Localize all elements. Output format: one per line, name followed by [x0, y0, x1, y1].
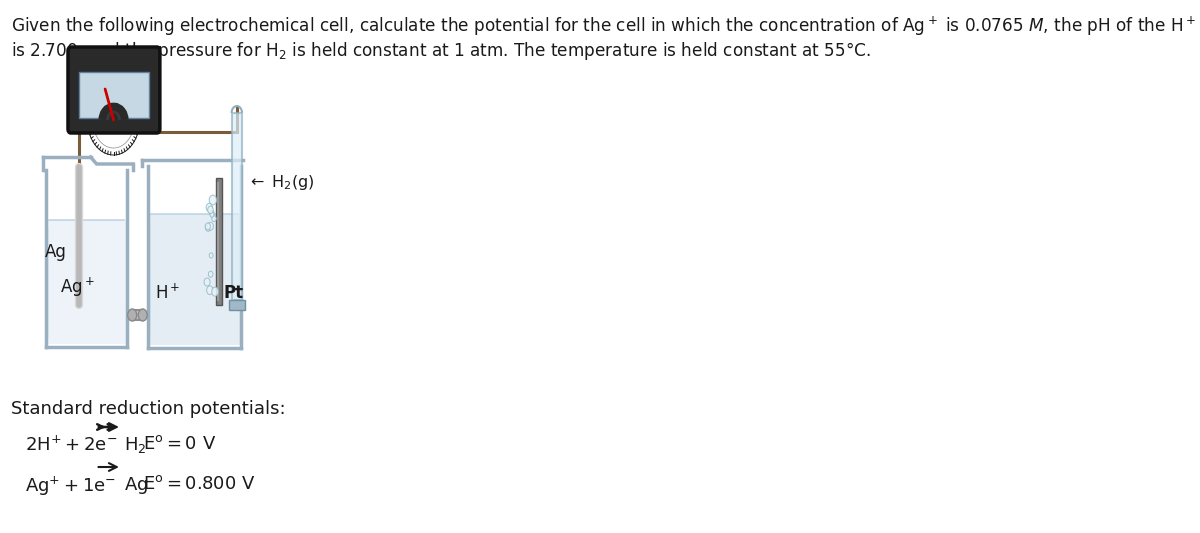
Text: is 2.700, and the pressure for H$_2$ is held constant at 1 atm. The temperature : is 2.700, and the pressure for H$_2$ is …	[11, 40, 871, 62]
Text: Given the following electrochemical cell, calculate the potential for the cell i: Given the following electrochemical cell…	[11, 15, 1200, 38]
Circle shape	[210, 210, 214, 216]
Circle shape	[205, 224, 211, 231]
Circle shape	[205, 223, 210, 230]
Text: Standard reduction potentials:: Standard reduction potentials:	[11, 400, 286, 418]
Circle shape	[206, 286, 214, 295]
Circle shape	[209, 271, 212, 277]
Circle shape	[210, 212, 214, 217]
Bar	[79, 72, 149, 118]
Text: Pt: Pt	[223, 284, 244, 302]
Bar	[232, 113, 242, 300]
Circle shape	[206, 203, 212, 212]
Text: $\mathrm{Ag^{+} + 1e^{-}}$: $\mathrm{Ag^{+} + 1e^{-}}$	[25, 475, 115, 498]
Circle shape	[209, 253, 214, 258]
Bar	[216, 178, 222, 305]
Text: $\mathrm{E^o = 0\ V}$: $\mathrm{E^o = 0\ V}$	[143, 435, 216, 453]
Circle shape	[211, 287, 218, 296]
Bar	[228, 300, 245, 310]
Bar	[46, 220, 127, 344]
Circle shape	[208, 222, 214, 230]
Text: $\mathrm{Ag}$: $\mathrm{Ag}$	[124, 475, 148, 496]
Bar	[132, 310, 143, 320]
Circle shape	[212, 216, 216, 222]
Circle shape	[204, 278, 210, 286]
Circle shape	[127, 309, 137, 321]
Circle shape	[138, 309, 148, 321]
Circle shape	[208, 206, 214, 214]
FancyBboxPatch shape	[68, 47, 160, 133]
Text: $\mathrm{2H^{+} + 2e^{-}}$: $\mathrm{2H^{+} + 2e^{-}}$	[25, 435, 116, 454]
Bar	[148, 214, 240, 345]
Text: Ag$^+$: Ag$^+$	[60, 276, 95, 298]
Text: $\leftarrow$ H$_2$(g): $\leftarrow$ H$_2$(g)	[247, 174, 316, 192]
Circle shape	[209, 195, 216, 205]
Text: $\mathrm{H_2}$: $\mathrm{H_2}$	[124, 435, 146, 455]
Text: $\mathrm{E^o = 0.800\ V}$: $\mathrm{E^o = 0.800\ V}$	[143, 475, 256, 493]
Text: H$^+$: H$^+$	[155, 284, 180, 303]
Text: Ag: Ag	[44, 243, 67, 261]
